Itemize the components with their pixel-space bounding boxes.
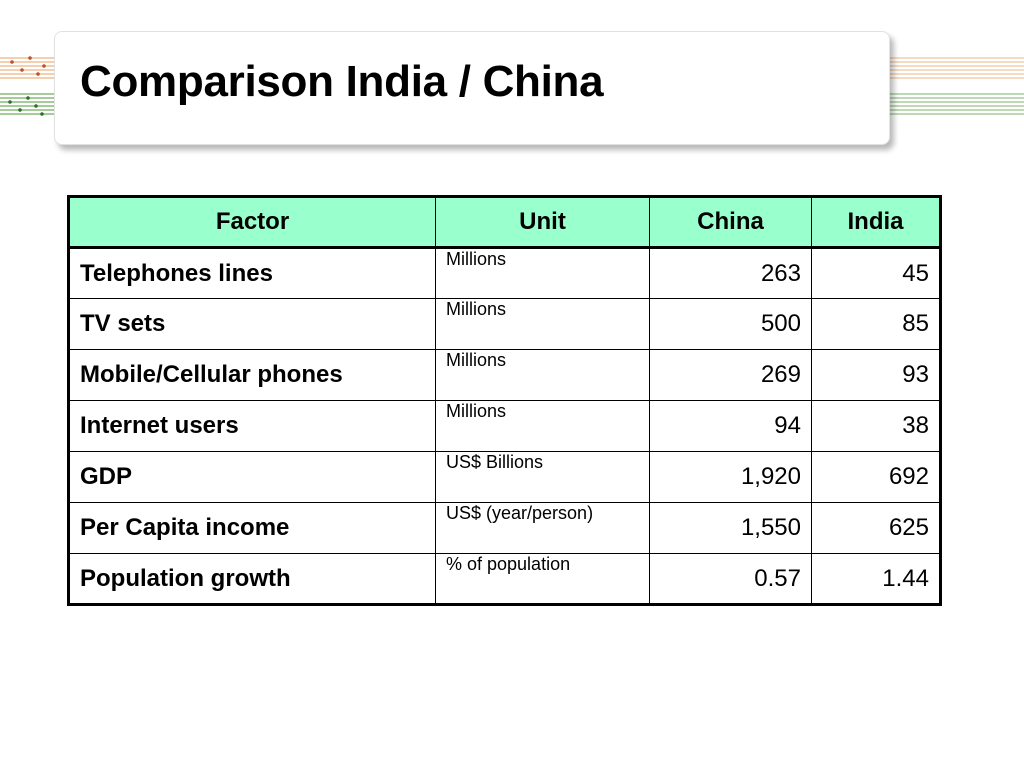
header-india: India (811, 196, 941, 248)
slide-title: Comparison India / China (80, 57, 604, 106)
table-row: GDP US$ Billions 1,920 692 (68, 451, 941, 503)
india-cell: 38 (811, 400, 941, 452)
header-factor: Factor (68, 196, 436, 248)
factor-cell: Mobile/Cellular phones (68, 349, 436, 401)
india-cell: 85 (811, 298, 941, 350)
unit-cell: Millions (435, 349, 650, 401)
china-cell: 0.57 (649, 553, 812, 605)
unit-cell: Millions (435, 298, 650, 350)
india-cell: 45 (811, 247, 941, 299)
unit-cell: US$ (year/person) (435, 502, 650, 554)
table-row: TV sets Millions 500 85 (68, 298, 941, 350)
unit-cell: Millions (435, 400, 650, 452)
comparison-table: Factor Unit China India Telephones lines… (67, 195, 942, 606)
china-cell: 269 (649, 349, 812, 401)
comparison-table-container: Factor Unit China India Telephones lines… (67, 195, 942, 606)
factor-cell: Population growth (68, 553, 436, 605)
circuit-decoration-left (0, 56, 60, 116)
table-row: Per Capita income US$ (year/person) 1,55… (68, 502, 941, 554)
china-cell: 1,550 (649, 502, 812, 554)
india-cell: 1.44 (811, 553, 941, 605)
india-cell: 93 (811, 349, 941, 401)
unit-cell: % of population (435, 553, 650, 605)
circuit-decoration-right (888, 57, 1024, 115)
unit-cell: Millions (435, 247, 650, 299)
unit-cell: US$ Billions (435, 451, 650, 503)
china-cell: 500 (649, 298, 812, 350)
table-row: Telephones lines Millions 263 45 (68, 247, 941, 299)
table-row: Internet users Millions 94 38 (68, 400, 941, 452)
india-cell: 692 (811, 451, 941, 503)
header-unit: Unit (435, 196, 650, 248)
india-cell: 625 (811, 502, 941, 554)
factor-cell: GDP (68, 451, 436, 503)
china-cell: 1,920 (649, 451, 812, 503)
table-row: Mobile/Cellular phones Millions 269 93 (68, 349, 941, 401)
title-card: Comparison India / China (54, 31, 890, 145)
china-cell: 94 (649, 400, 812, 452)
factor-cell: Internet users (68, 400, 436, 452)
header-china: China (649, 196, 812, 248)
china-cell: 263 (649, 247, 812, 299)
table-header-row: Factor Unit China India (68, 196, 941, 248)
factor-cell: TV sets (68, 298, 436, 350)
table-row: Population growth % of population 0.57 1… (68, 553, 941, 605)
factor-cell: Per Capita income (68, 502, 436, 554)
factor-cell: Telephones lines (68, 247, 436, 299)
